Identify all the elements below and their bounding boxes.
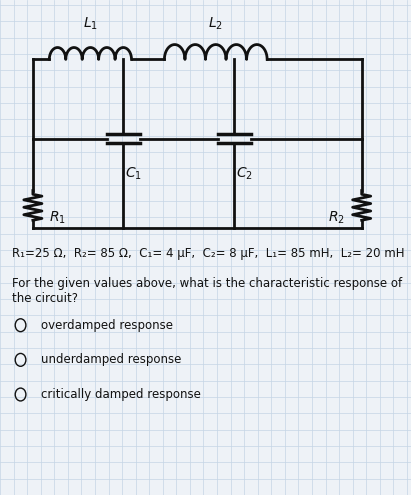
- Text: R₁=25 Ω,  R₂= 85 Ω,  C₁= 4 μF,  C₂= 8 μF,  L₁= 85 mH,  L₂= 20 mH: R₁=25 Ω, R₂= 85 Ω, C₁= 4 μF, C₂= 8 μF, L…: [12, 248, 405, 260]
- Text: underdamped response: underdamped response: [41, 353, 182, 366]
- Text: $C_2$: $C_2$: [236, 166, 253, 182]
- Text: $L_1$: $L_1$: [83, 16, 98, 32]
- Text: $R_1$: $R_1$: [49, 209, 66, 226]
- Text: For the given values above, what is the characteristic response of the circuit?: For the given values above, what is the …: [12, 277, 402, 305]
- Text: critically damped response: critically damped response: [41, 388, 201, 401]
- Text: overdamped response: overdamped response: [41, 319, 173, 332]
- Text: $L_2$: $L_2$: [208, 16, 223, 32]
- Text: $C_1$: $C_1$: [125, 166, 142, 182]
- Text: $R_2$: $R_2$: [328, 209, 345, 226]
